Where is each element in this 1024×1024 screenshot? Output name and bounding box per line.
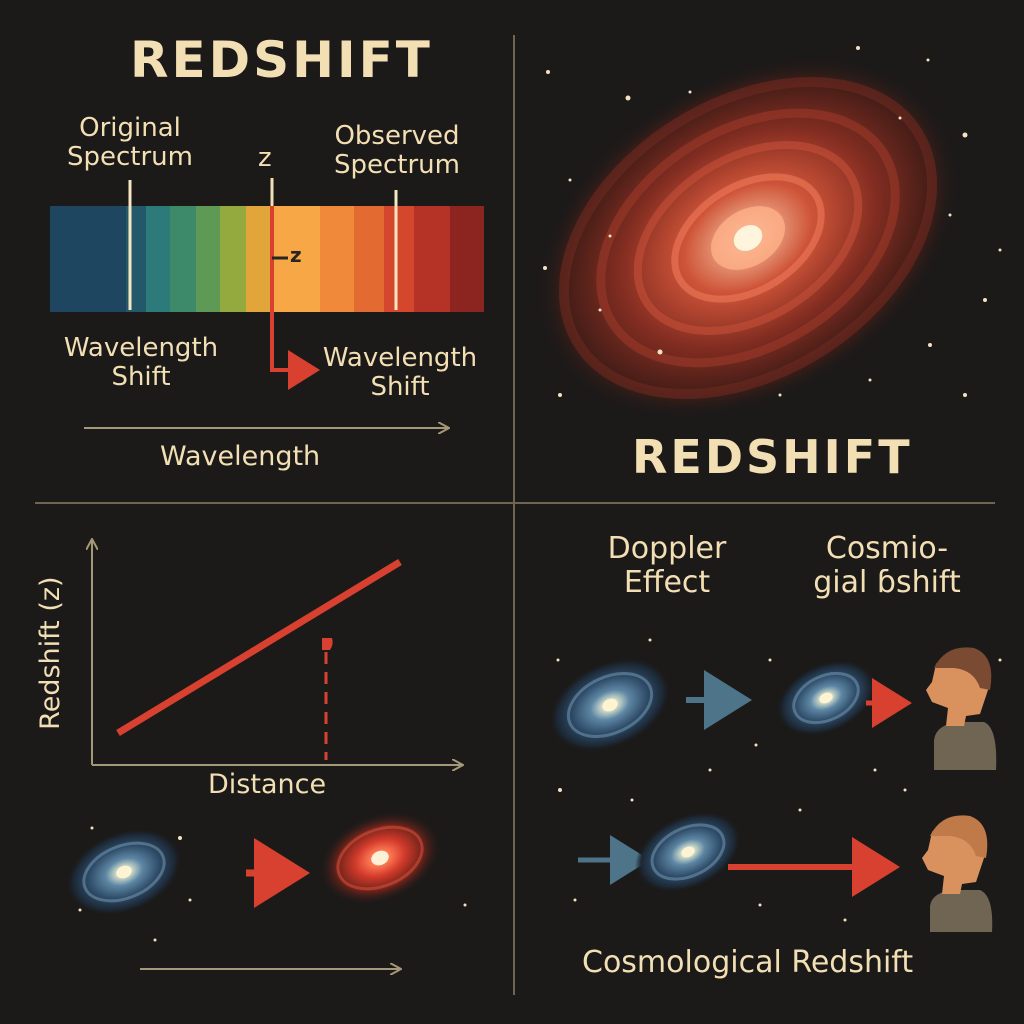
cosmological-redshift-caption: Cosmological Redshift (582, 945, 914, 980)
shift-left-line-2: Shift (111, 362, 171, 393)
br-stars (556, 638, 1002, 922)
cosmo-line-1: Cosmio- (825, 531, 949, 566)
wavelength-shift-arrow (270, 206, 320, 390)
doppler-line-1: Doppler (607, 531, 727, 566)
original-spectrum-label: Original Spectrum (60, 113, 200, 173)
shift-left-line-1: Wavelength (63, 333, 219, 363)
red-galaxy-small (318, 810, 442, 906)
title-top-left: REDSHIFT (130, 31, 433, 89)
wavelength-shift-label-right: Wavelength Shift (322, 343, 478, 403)
observed-spectrum-label: Observed Spectrum (326, 121, 468, 181)
title-top-right: REDSHIFT (632, 430, 913, 484)
doppler-effect-label: Doppler Effect (586, 532, 748, 599)
y-axis-label: Redshift (z) (34, 576, 66, 730)
doppler-line-2: Effect (623, 564, 711, 600)
z-label-top: z (258, 143, 272, 173)
x-axis-label: Distance (208, 769, 327, 800)
blue-galaxy-small-left (66, 828, 182, 916)
red-galaxy (535, 55, 961, 421)
observer-bottom (922, 815, 993, 932)
cosmological-shift-label: Cosmio- gial ɓshift (796, 532, 978, 599)
blue-galaxy-doppler-source (549, 658, 671, 752)
original-label-line-2: Spectrum (67, 142, 193, 173)
z-marker-label: z (290, 243, 302, 267)
wavelength-shift-label-left: Wavelength Shift (56, 333, 226, 393)
star-field (543, 46, 1002, 397)
spectrum-bar (50, 206, 484, 312)
shift-right-line-1: Wavelength (322, 343, 478, 373)
observed-label-line-2: Spectrum (334, 150, 460, 181)
marker-flag (322, 638, 333, 650)
hubble-trend-line (116, 559, 402, 736)
blue-galaxy-doppler-moving (776, 660, 876, 736)
observed-label-line-1: Observed (334, 121, 460, 151)
shift-right-line-2: Shift (370, 372, 430, 403)
wavelength-axis-label: Wavelength (160, 441, 321, 472)
original-label-line-1: Original (79, 113, 181, 143)
bl-stars (78, 826, 467, 942)
blue-galaxy-cosmological (635, 811, 741, 893)
observer-top (926, 647, 997, 770)
cosmo-line-2: gial ɓshift (813, 564, 961, 600)
